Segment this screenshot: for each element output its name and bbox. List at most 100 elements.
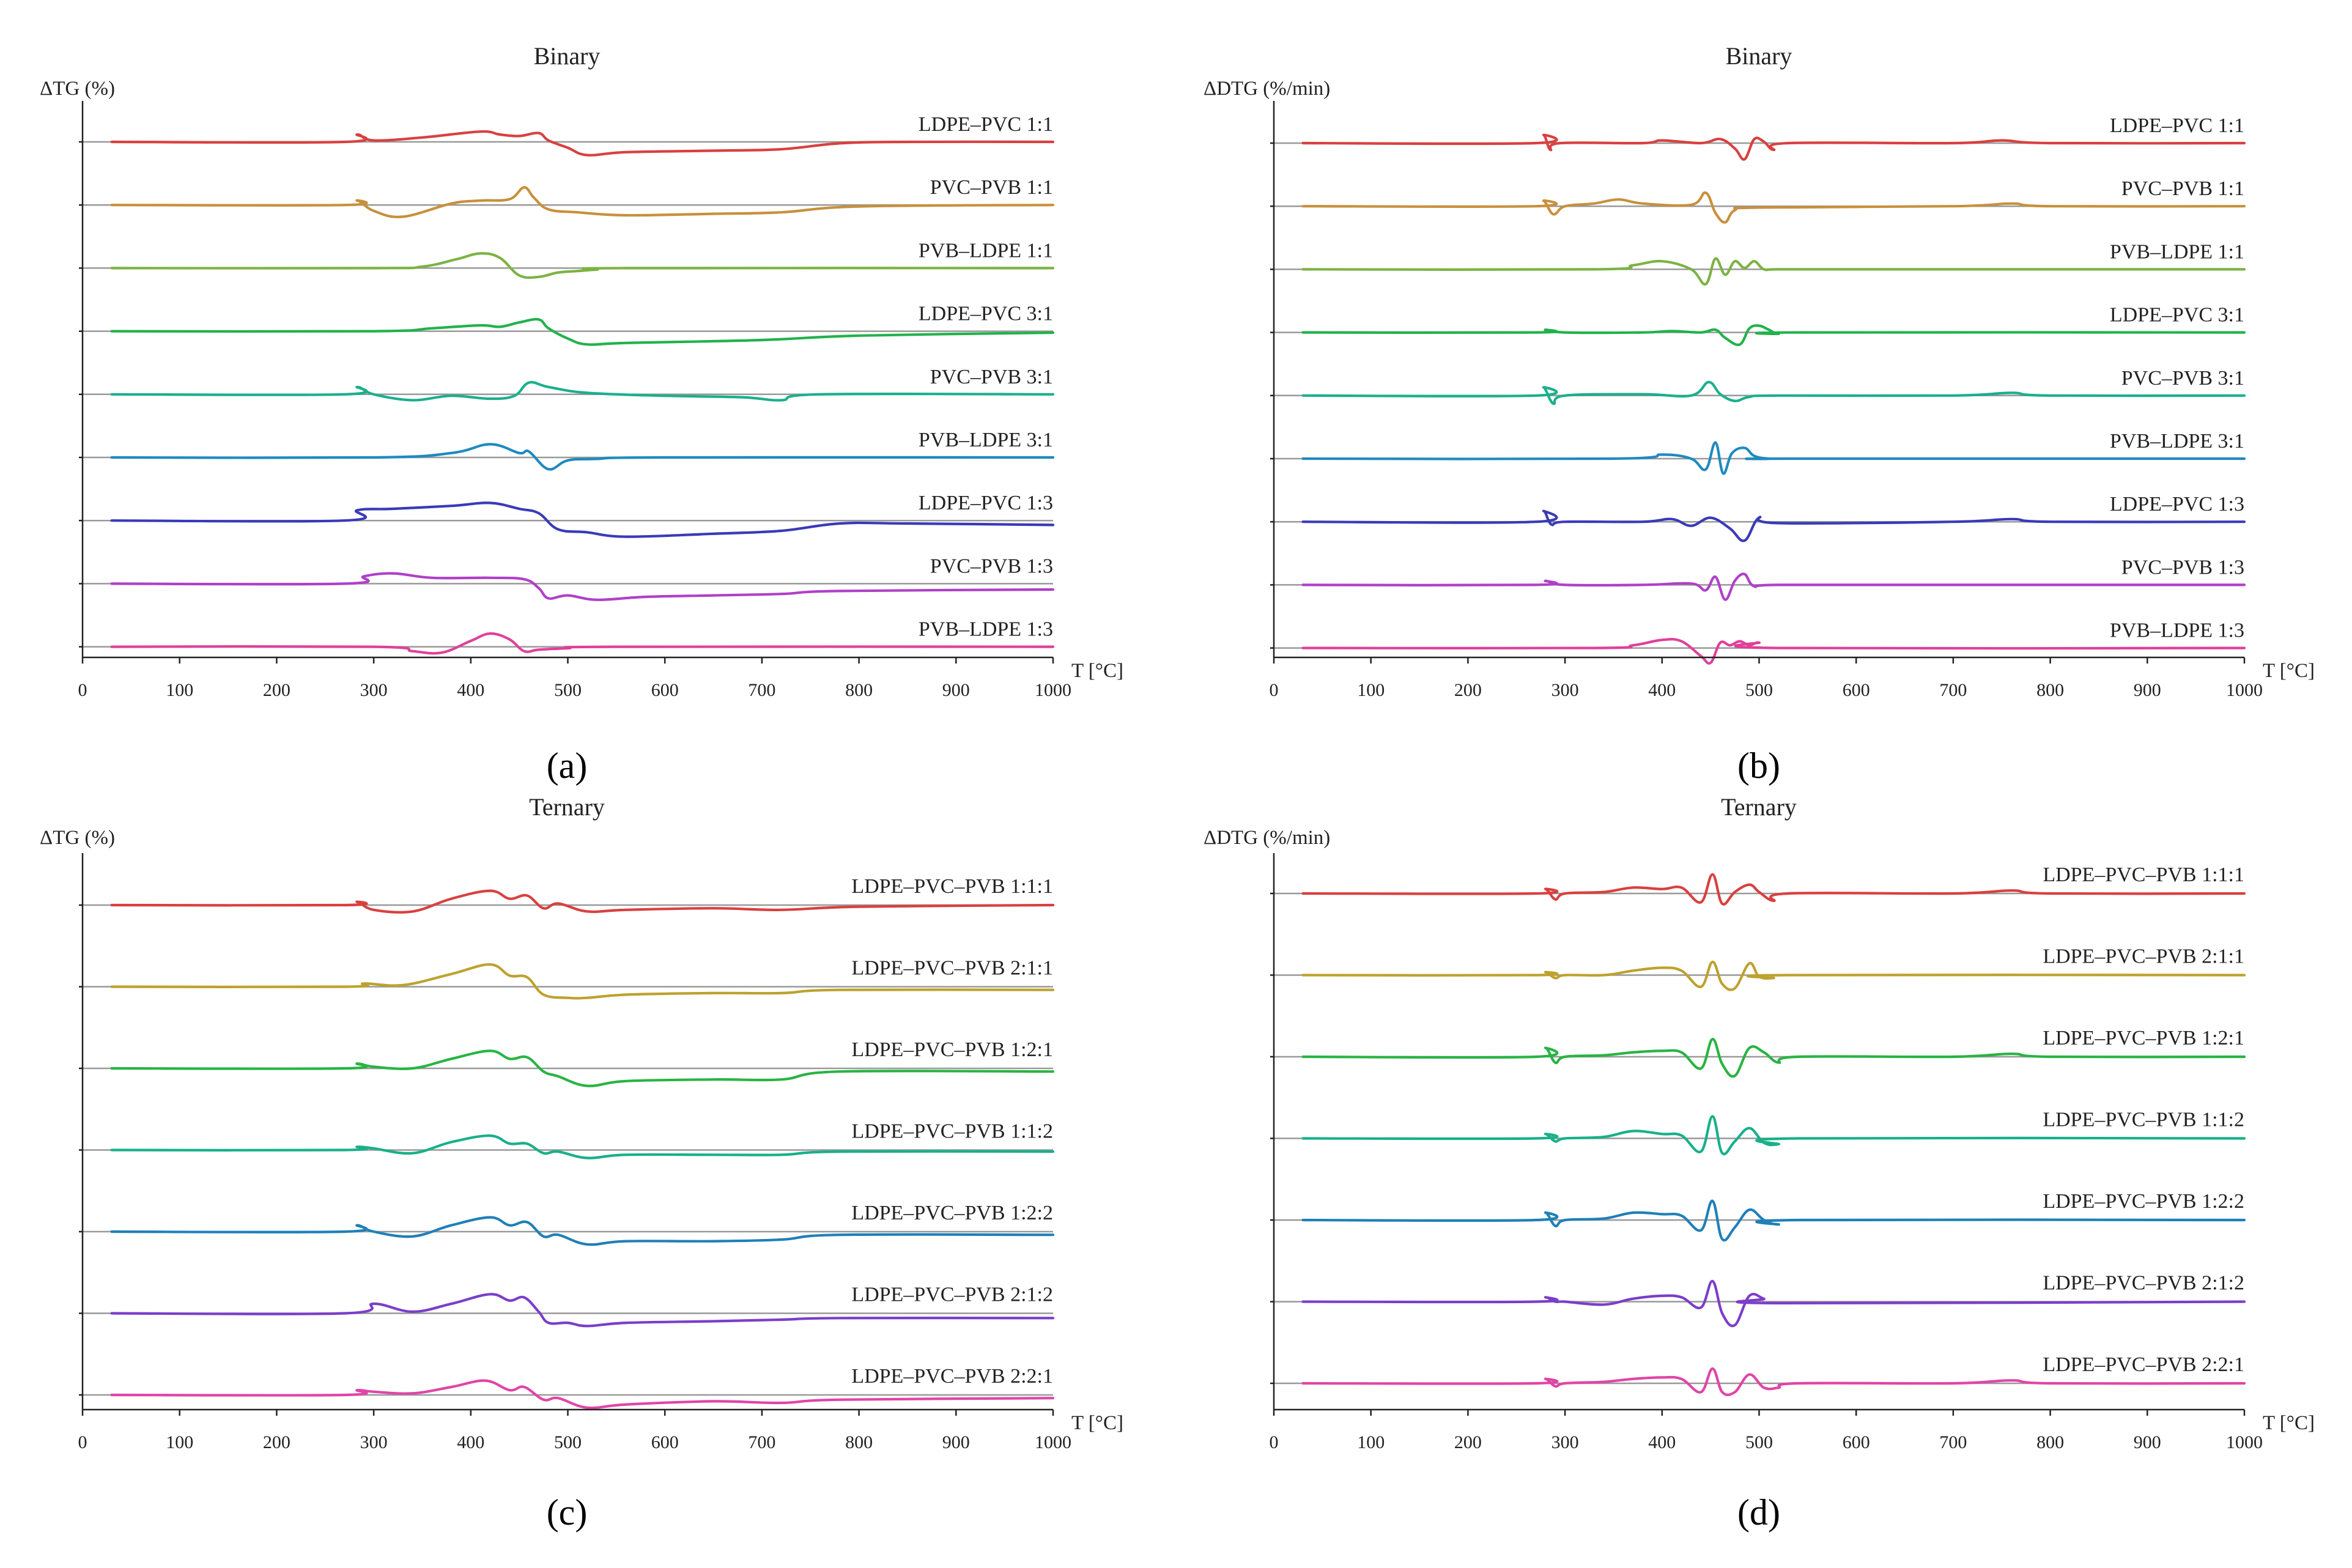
series-line (1301, 572, 2246, 601)
x-tick-label: 600 (1843, 680, 1870, 700)
x-tick-label: 200 (1454, 680, 1482, 700)
x-tick-label: 300 (1551, 680, 1579, 700)
x-tick-label: 500 (1745, 1432, 1773, 1452)
series-line (110, 1379, 1055, 1410)
x-tick-label: 400 (457, 680, 484, 700)
series-label: LDPE–PVC–PVB 2:2:1 (2043, 1353, 2244, 1376)
panel-b-ylabel: ΔDTG (%/min) (1204, 78, 1330, 100)
series-label: LDPE–PVC 3:1 (2110, 304, 2244, 327)
x-tick-label: 0 (78, 680, 87, 700)
x-tick-label: 400 (1648, 1432, 1676, 1452)
x-tick-label: 500 (1745, 680, 1773, 700)
panel-b: Binary ΔDTG (%/min) T [°C] (b) 0 100 200 30… (1204, 42, 2315, 786)
x-tick-label: 100 (1357, 680, 1385, 700)
series-label: PVC–PVB 1:3 (2121, 556, 2244, 579)
x-tick-label: 0 (1270, 1432, 1279, 1452)
x-tick-label: 600 (651, 680, 679, 700)
series-line (1301, 324, 2246, 346)
series-label: LDPE–PVC–PVB 1:1:2 (2043, 1109, 2244, 1131)
series-line (110, 380, 1055, 402)
series-label: PVB–LDPE 1:1 (919, 239, 1053, 262)
series-line (110, 317, 1055, 346)
series-line (1301, 1199, 2246, 1242)
series-label: PVC–PVB 1:3 (930, 555, 1053, 577)
x-tick-label: 400 (1648, 680, 1676, 700)
x-tick-label: 200 (1454, 1432, 1482, 1452)
panel-b-title: Binary (1726, 42, 1792, 70)
x-tick-label: 100 (166, 1432, 193, 1452)
x-tick-label: 1000 (1035, 680, 1071, 700)
series-label: PVB–LDPE 1:3 (2110, 619, 2244, 642)
series-line (110, 1134, 1055, 1159)
series-label: LDPE–PVC–PVB 1:2:2 (851, 1202, 1053, 1224)
x-tick-label: 900 (942, 680, 970, 700)
series-label: LDPE–PVC–PVB 2:1:2 (851, 1284, 1053, 1306)
panel-d-series: LDPE–PVC–PVB 1:1:1 LDPE–PVC–PVB 2:1:1 LDPE… (1270, 864, 2246, 1397)
x-tick-label: 300 (360, 1432, 388, 1452)
panel-c-xlabel: T [°C] (1071, 1412, 1123, 1434)
x-tick-label: 600 (651, 1432, 679, 1452)
series-label: LDPE–PVC–PVB 2:1:2 (2043, 1272, 2244, 1295)
panel-c-ticks: 0 100 200 300 400 500 600 700 800 900 1000 (78, 1410, 1071, 1452)
x-tick-label: 700 (1939, 680, 1967, 700)
series-line (110, 1049, 1055, 1087)
x-tick-label: 400 (457, 1432, 484, 1452)
panel-c: Ternary ΔTG (%) T [°C] (c) 0 100 200 300 400… (40, 793, 1123, 1533)
series-label: LDPE–PVC–PVB 1:2:2 (2043, 1190, 2244, 1213)
series-label: LDPE–PVC 1:3 (919, 492, 1053, 514)
series-label: PVB–LDPE 3:1 (919, 429, 1053, 451)
series-label: LDPE–PVC–PVB 2:1:1 (851, 957, 1053, 980)
x-tick-label: 100 (166, 680, 193, 700)
panel-c-series: LDPE–PVC–PVB 1:1:1 LDPE–PVC–PVB 2:1:1 LDPE… (79, 875, 1055, 1410)
series-line (110, 501, 1055, 538)
series-label: LDPE–PVC 1:3 (2110, 493, 2244, 516)
panel-c-title: Ternary (529, 793, 605, 821)
x-tick-label: 900 (2134, 1432, 2161, 1452)
series-label: PVB–LDPE 3:1 (2110, 430, 2244, 453)
x-tick-label: 800 (845, 680, 873, 700)
x-tick-label: 500 (554, 1432, 582, 1452)
x-tick-label: 600 (1843, 1432, 1870, 1452)
panel-c-ylabel: ΔTG (%) (40, 827, 115, 849)
x-tick-label: 300 (360, 680, 388, 700)
series-line (110, 252, 1055, 279)
series-label: LDPE–PVC–PVB 1:1:1 (851, 875, 1053, 898)
series-label: LDPE–PVC 1:1 (919, 113, 1053, 136)
panel-d-caption: (d) (1737, 1492, 1780, 1533)
series-label: PVC–PVB 3:1 (930, 366, 1053, 388)
series-line (1301, 960, 2246, 991)
x-tick-label: 1000 (1035, 1432, 1071, 1452)
series-line (1301, 1038, 2246, 1078)
panel-b-series: LDPE–PVC 1:1 PVC–PVB 1:1 PVB–LDPE 1:1 LDPE–… (1270, 114, 2246, 665)
x-tick-label: 700 (748, 1432, 775, 1452)
series-line (1301, 1279, 2246, 1328)
series-line (110, 1216, 1055, 1246)
x-tick-label: 200 (263, 1432, 290, 1452)
series-line (110, 130, 1055, 157)
series-line (110, 889, 1055, 914)
series-label: LDPE–PVC–PVB 2:2:1 (851, 1365, 1053, 1388)
panel-d-title: Ternary (1721, 793, 1797, 821)
series-label: PVB–LDPE 1:1 (2110, 240, 2244, 263)
panel-a-caption: (a) (547, 745, 588, 786)
series-label: LDPE–PVC–PVB 1:2:1 (2043, 1027, 2244, 1049)
series-line (110, 1293, 1055, 1328)
series-line (110, 186, 1055, 218)
panel-d-ylabel: ΔDTG (%/min) (1204, 827, 1330, 849)
panel-b-caption: (b) (1737, 745, 1780, 786)
series-line (110, 443, 1055, 471)
series-label: PVB–LDPE 1:3 (919, 618, 1053, 641)
panel-b-xlabel: T [°C] (2263, 660, 2315, 682)
panel-c-caption: (c) (547, 1492, 588, 1533)
series-label: PVC–PVB 1:1 (2121, 177, 2244, 200)
panel-d: Ternary ΔDTG (%/min) T [°C] (d) 0 100 200 3… (1204, 793, 2315, 1533)
x-tick-label: 0 (1270, 680, 1279, 700)
series-line (1301, 133, 2246, 161)
series-label: LDPE–PVC–PVB 2:1:1 (2043, 945, 2244, 968)
series-line (110, 632, 1055, 655)
x-tick-label: 300 (1551, 1432, 1579, 1452)
series-label: LDPE–PVC–PVB 1:2:1 (851, 1038, 1053, 1061)
panel-d-ticks: 0 100 200 300 400 500 600 700 800 900 1000 (1270, 1410, 2263, 1452)
panel-a-xlabel: T [°C] (1071, 660, 1123, 682)
